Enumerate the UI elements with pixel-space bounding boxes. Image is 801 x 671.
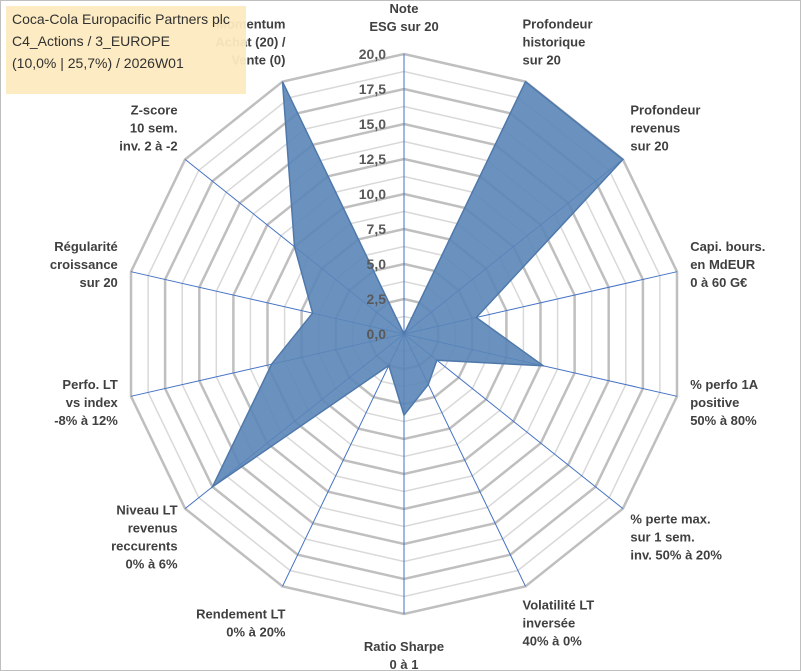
axis-label-line: Niveau LT (116, 502, 177, 517)
tick-label: 2,5 (367, 291, 387, 307)
axis-label-line: Ratio Sharpe (364, 639, 444, 654)
axis-label: Ratio Sharpe 0 à 1 (364, 639, 444, 671)
axis-label-line: en MdEUR (690, 257, 756, 272)
axis-label-line: historique (523, 35, 586, 50)
axis-label: Profondeur historique sur 20 (523, 17, 593, 68)
axis-label: Perfo. LT vs index -8% à 12% (54, 377, 118, 428)
axis-label-line: sur 20 (79, 275, 117, 290)
axis-label-line: Z-score (131, 103, 178, 118)
tick-label: 12,5 (359, 151, 386, 167)
axis-label-line: 0 à 1 (390, 657, 419, 671)
axis-label-line: % perfo 1A (690, 377, 759, 392)
title-line-2: C4_Actions / 3_EUROPE (12, 33, 170, 49)
axis-label-line: 0% à 20% (226, 624, 286, 639)
axis-label-line: inversée (523, 615, 576, 630)
axis-label-line: vs index (66, 395, 119, 410)
axis-label-line: inv. 2 à -2 (119, 139, 177, 154)
axis-label-line: revenus (128, 520, 178, 535)
tick-label: 15,0 (359, 116, 386, 132)
axis-label-line: Profondeur (630, 103, 700, 118)
axis-label: Note ESG sur 20 (369, 1, 438, 34)
axis-label-line: 50% à 80% (690, 413, 757, 428)
axis-label-line: Capi. bours. (690, 239, 765, 254)
axis-label-line: sur 20 (630, 139, 668, 154)
axis-label-line: 40% à 0% (523, 633, 583, 648)
tick-label: 20,0 (359, 46, 386, 62)
axis-label-line: Perfo. LT (62, 377, 117, 392)
axis-label: Rendement LT 0% à 20% (196, 606, 286, 639)
axis-label-line: inv. 50% à 20% (630, 547, 722, 562)
axis-label-line: Rendement LT (196, 606, 285, 621)
series-layer (210, 80, 624, 490)
axis-label-line: ESG sur 20 (369, 19, 438, 34)
axis-label-line: 0 à 60 G€ (690, 275, 747, 290)
axis-label: Capi. bours. en MdEUR 0 à 60 G€ (690, 239, 765, 290)
axis-label-line: -8% à 12% (54, 413, 118, 428)
tick-label: 10,0 (359, 186, 386, 202)
axis-label: Volatilité LT inversée 40% à 0% (523, 597, 595, 648)
tick-label: 7,5 (367, 221, 387, 237)
axis-label-line: reccurents (111, 538, 177, 553)
axis-label-line: Note (390, 1, 419, 16)
axis-label: Z-score 10 sem. inv. 2 à -2 (119, 103, 177, 154)
axis-label: Profondeur revenus sur 20 (630, 103, 700, 154)
axis-label-line: 0% à 6% (126, 556, 178, 571)
axis-label-line: sur 20 (523, 53, 561, 68)
axis-label-line: 10 sem. (130, 121, 178, 136)
axis-label-line: sur 1 sem. (630, 529, 694, 544)
title-line-3: (10,0% | 25,7%) / 2026W01 (12, 55, 184, 71)
axis-label-line: revenus (630, 121, 680, 136)
tick-label: 5,0 (367, 256, 387, 272)
axis-label-line: Profondeur (523, 17, 593, 32)
chart-title-box: Coca-Cola Europacific Partners plc C4_Ac… (6, 6, 246, 94)
spoke-line (282, 333, 405, 587)
axis-label-line: Volatilité LT (523, 597, 595, 612)
spoke-line (403, 333, 624, 509)
axis-label-line: positive (690, 395, 739, 410)
tick-label: 17,5 (359, 81, 386, 97)
axis-label: % perfo 1A positive 50% à 80% (690, 377, 759, 428)
title-line-1: Coca-Cola Europacific Partners plc (12, 11, 230, 27)
axis-label-line: Régularité (54, 239, 118, 254)
axis-label-line: % perte max. (630, 511, 710, 526)
tick-labels: 0,0 2,5 5,0 7,5 10,0 12,5 15,0 17,5 20,0 (359, 46, 386, 342)
tick-label: 0,0 (367, 326, 387, 342)
axis-label: % perte max. sur 1 sem. inv. 50% à 20% (630, 511, 722, 562)
axis-label: Régularité croissance sur 20 (50, 239, 118, 290)
axis-label: Niveau LT revenus reccurents 0% à 6% (111, 502, 178, 571)
axis-label-line: croissance (50, 257, 118, 272)
